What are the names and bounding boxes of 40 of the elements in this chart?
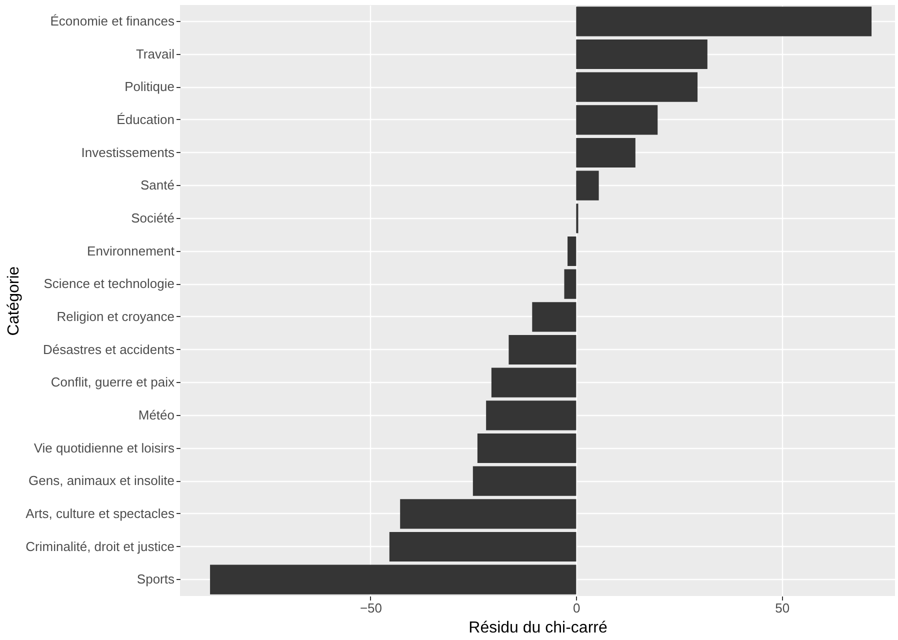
y-tick-label: Politique xyxy=(124,79,174,94)
y-tick-label: Éducation xyxy=(116,112,174,127)
y-tick-label: Arts, culture et spectacles xyxy=(26,506,175,521)
y-tick-label: Météo xyxy=(138,407,174,422)
y-tick-label: Criminalité, droit et justice xyxy=(26,538,174,554)
bar xyxy=(472,466,576,496)
bar xyxy=(508,334,576,365)
bar xyxy=(210,564,576,594)
y-tick-label: Société xyxy=(131,210,174,226)
bar xyxy=(568,236,576,266)
bar xyxy=(491,368,576,398)
y-tick-label: Travail xyxy=(136,46,175,62)
bar xyxy=(532,302,576,332)
y-tick-label: Gens, animaux et insolite xyxy=(28,473,174,488)
bar xyxy=(576,170,599,200)
bar xyxy=(576,6,872,36)
bar xyxy=(576,72,698,102)
y-tick-label: Sports xyxy=(136,572,175,587)
y-tick-label: Conflit, guerre et paix xyxy=(50,374,175,390)
y-tick-label: Économie et finances xyxy=(50,13,175,28)
y-tick-label: Science et technologie xyxy=(44,276,174,292)
bar xyxy=(389,532,576,562)
bar xyxy=(576,105,658,135)
bar xyxy=(576,39,708,70)
x-axis-title: Résidu du chi-carré xyxy=(468,620,608,636)
x-tick-label: −50 xyxy=(360,600,382,616)
y-axis-title: Catégorie xyxy=(6,266,23,336)
y-tick-label: Vie quotidienne et loisirs xyxy=(34,440,175,456)
bar xyxy=(486,400,576,430)
bar xyxy=(576,138,636,168)
bar xyxy=(477,433,576,464)
x-tick-label: 0 xyxy=(573,600,580,616)
x-tick-label: 50 xyxy=(775,600,790,616)
y-tick-label: Investissements xyxy=(81,144,175,160)
bar xyxy=(400,499,576,529)
y-tick-label: Environnement xyxy=(87,243,175,258)
bar xyxy=(564,269,576,299)
y-tick-label: Santé xyxy=(140,178,174,193)
y-tick-label: Désastres et accidents xyxy=(42,342,175,357)
y-tick-label: Religion et croyance xyxy=(56,308,174,324)
